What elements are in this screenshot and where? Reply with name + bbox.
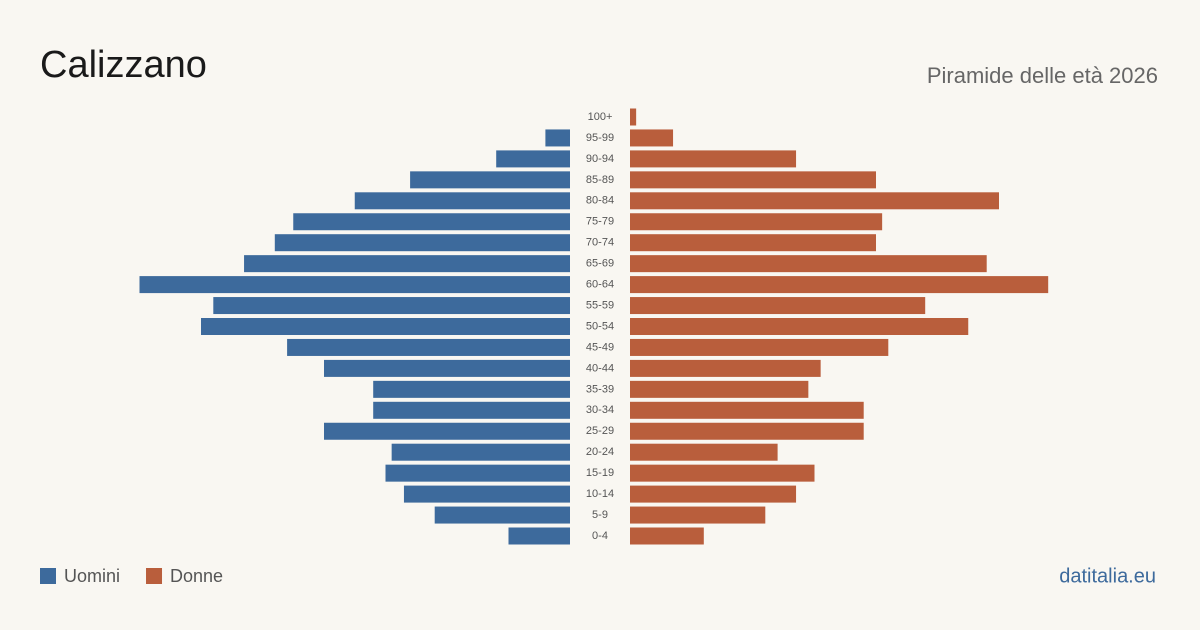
- bar: [324, 359, 570, 377]
- bar: [324, 422, 570, 440]
- legend-swatch: [40, 568, 56, 584]
- category-label: 20-24: [586, 446, 614, 458]
- bar: [385, 464, 570, 482]
- bar: [630, 401, 864, 419]
- category-label: 70-74: [586, 237, 614, 249]
- legend-label: Donne: [170, 566, 223, 586]
- bar: [403, 485, 570, 503]
- category-label: 25-29: [586, 425, 614, 437]
- bar: [373, 401, 570, 419]
- category-label: 35-39: [586, 383, 614, 395]
- bar: [201, 318, 570, 335]
- bar: [630, 255, 987, 273]
- category-label: 95-99: [586, 132, 614, 144]
- bar: [139, 276, 570, 294]
- bar: [508, 527, 570, 545]
- bar: [630, 380, 809, 398]
- bar: [213, 297, 571, 315]
- bar: [630, 422, 864, 440]
- category-label: 60-64: [586, 279, 614, 291]
- bar: [630, 276, 1049, 294]
- bar: [630, 527, 704, 545]
- category-label: 40-44: [586, 362, 614, 374]
- category-label: 90-94: [586, 153, 614, 165]
- bar: [630, 485, 797, 503]
- bar: [630, 108, 637, 126]
- bar: [630, 234, 876, 252]
- bar: [630, 129, 674, 147]
- bar: [434, 506, 570, 524]
- category-label: 100+: [588, 111, 613, 123]
- brand: datitalia.eu: [1059, 565, 1156, 587]
- bar: [630, 192, 999, 210]
- bar: [496, 150, 570, 168]
- bar: [630, 150, 797, 168]
- bar: [545, 129, 570, 147]
- bar: [630, 318, 969, 335]
- bar: [630, 443, 778, 461]
- bar: [391, 443, 570, 461]
- bar: [410, 171, 570, 189]
- category-label: 85-89: [586, 174, 614, 186]
- category-label: 45-49: [586, 341, 614, 353]
- bar: [630, 359, 821, 377]
- bar: [293, 213, 570, 231]
- chart-title: Calizzano: [40, 44, 207, 86]
- bar: [630, 171, 876, 189]
- category-label: 30-34: [586, 404, 614, 416]
- legend-label: Uomini: [64, 566, 120, 586]
- category-label: 0-4: [592, 530, 608, 542]
- category-label: 80-84: [586, 195, 614, 207]
- bar: [287, 338, 570, 356]
- bar: [630, 506, 766, 524]
- bar: [630, 297, 926, 315]
- category-label: 75-79: [586, 216, 614, 228]
- bar: [244, 255, 571, 273]
- category-label: 55-59: [586, 299, 614, 311]
- bar: [630, 464, 815, 482]
- category-label: 5-9: [592, 509, 608, 521]
- bar: [274, 234, 570, 252]
- bar: [630, 338, 889, 356]
- bar: [373, 380, 570, 398]
- category-label: 50-54: [586, 320, 614, 332]
- bar: [354, 192, 570, 210]
- legend-swatch: [146, 568, 163, 584]
- category-label: 10-14: [586, 488, 614, 500]
- category-label: 65-69: [586, 258, 614, 270]
- chart-subtitle: Piramide delle età 2026: [927, 63, 1158, 88]
- bar: [630, 213, 883, 231]
- category-label: 15-19: [586, 467, 614, 479]
